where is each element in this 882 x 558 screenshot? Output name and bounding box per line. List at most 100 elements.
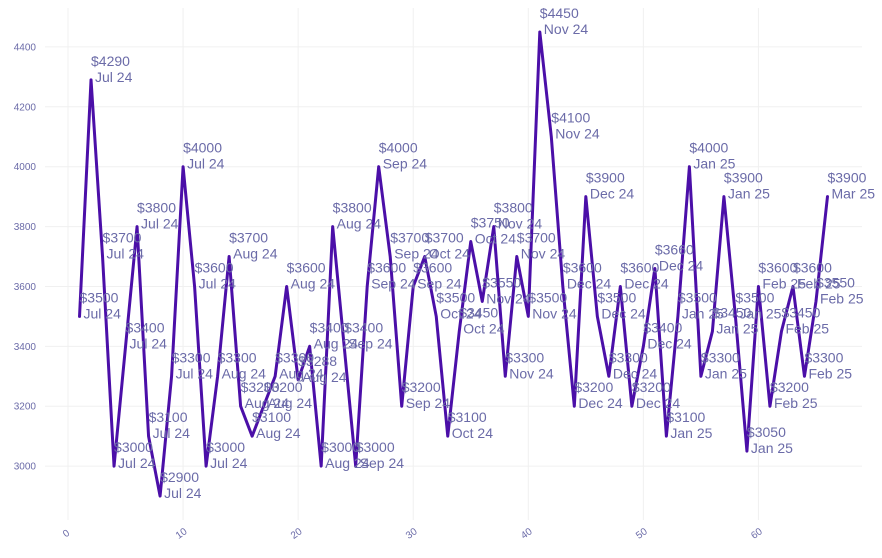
data-label-value: $3500 — [80, 289, 119, 305]
data-label-date: Nov 24 — [555, 126, 600, 142]
data-label-value: $3600 — [793, 259, 832, 275]
data-label: $3750 Oct 24 — [471, 215, 516, 247]
data-label-date: Dec 24 — [590, 186, 635, 202]
data-label: $3000 Aug 24 — [321, 439, 370, 471]
data-label: $4000 Sep 24 — [379, 140, 428, 172]
data-label-value: $4100 — [551, 110, 590, 126]
data-label-date: Feb 25 — [797, 275, 841, 291]
data-label-value: $3800 — [494, 200, 533, 216]
data-label-date: Nov 24 — [509, 365, 554, 381]
y-tick-label: 3000 — [14, 462, 37, 473]
data-label-value: $3700 — [425, 230, 464, 246]
data-label: $3400 Sep 24 — [344, 319, 393, 351]
data-label-date: Jan 25 — [670, 425, 712, 441]
data-label-date: Nov 24 — [498, 216, 543, 232]
data-label-value: $3100 — [666, 409, 705, 425]
data-label-value: $3300 — [275, 349, 314, 365]
data-label: $3300 Dec 24 — [609, 349, 658, 381]
data-label-date: Jul 24 — [118, 455, 156, 471]
data-label-value: $3400 — [126, 319, 165, 335]
x-tick-label: 0 — [61, 528, 72, 540]
data-label-value: $3700 — [517, 230, 556, 246]
data-label-date: Aug 24 — [314, 335, 359, 351]
data-label: $3300 Aug 24 — [218, 349, 267, 381]
data-label: $3300 Nov 24 — [505, 349, 554, 381]
data-label: $3800 Aug 24 — [333, 200, 382, 232]
data-label: $3200 Feb 25 — [770, 379, 818, 411]
data-label-date: Feb 25 — [774, 395, 818, 411]
data-labels: $3500 Jul 24$4290 Jul 24$3700 Jul 24$3000 Ju… — [80, 5, 876, 501]
data-label-value: $3000 — [321, 439, 360, 455]
data-label: $3500 Dec 24 — [597, 289, 646, 321]
data-label: $3000 Jul 24 — [114, 439, 156, 471]
data-label-date: Jul 24 — [95, 69, 133, 85]
data-label-date: Sep 24 — [417, 275, 462, 291]
data-label-value: $4290 — [91, 53, 130, 69]
data-label-date: Jul 24 — [164, 485, 202, 501]
data-label-value: $3600 — [758, 259, 797, 275]
data-label-date: Sep 24 — [360, 455, 405, 471]
data-label: $3600 Dec 24 — [563, 259, 612, 291]
data-label-date: Jul 24 — [199, 275, 237, 291]
data-label-value: $3800 — [333, 200, 372, 216]
data-label: $3300 Jan 25 — [701, 349, 747, 381]
data-label: $3400 Dec 24 — [643, 319, 692, 351]
data-label: $3200 Dec 24 — [574, 379, 623, 411]
data-label-date: Dec 24 — [578, 395, 623, 411]
data-label-value: $3100 — [448, 409, 487, 425]
data-label-value: $3400 — [643, 319, 682, 335]
x-tick-label: 50 — [634, 526, 650, 542]
data-label-date: Nov 24 — [532, 305, 577, 321]
data-label-value: $3000 — [356, 439, 395, 455]
data-label-date: Jan 25 — [728, 186, 770, 202]
data-label-value: $3050 — [747, 424, 786, 440]
data-label: $3500 Jul 24 — [80, 289, 122, 321]
data-label-value: $3450 — [459, 304, 498, 320]
data-label-date: Feb 25 — [785, 320, 829, 336]
data-label: $3050 Jan 25 — [747, 424, 793, 456]
data-label-date: Jul 24 — [153, 425, 191, 441]
data-label: $3500 Nov 24 — [528, 289, 577, 321]
data-label-value: $3600 — [367, 259, 406, 275]
data-label-date: Dec 24 — [647, 335, 692, 351]
data-label-value: $3288 — [298, 353, 337, 369]
data-label-date: Aug 24 — [291, 275, 336, 291]
data-label-date: Mar 25 — [831, 186, 875, 202]
x-tick-label: 40 — [519, 526, 535, 542]
data-label-value: $3100 — [149, 409, 188, 425]
series-line-price — [78, 30, 829, 498]
data-label-date: Oct 24 — [475, 231, 516, 247]
data-label-date: Feb 25 — [762, 275, 806, 291]
data-label-date: Oct 24 — [452, 425, 493, 441]
data-label-date: Dec 24 — [659, 257, 704, 273]
data-label-date: Dec 24 — [613, 365, 658, 381]
data-label-date: Oct 24 — [440, 305, 481, 321]
data-label: $3900 Dec 24 — [586, 170, 635, 202]
data-label: $3700 Oct 24 — [425, 230, 470, 262]
data-label: $3288 Aug 24 — [298, 353, 347, 385]
data-label-value: $3900 — [586, 170, 625, 186]
data-label: $3700 Sep 24 — [390, 230, 439, 262]
data-label-date: Jan 25 — [739, 305, 781, 321]
data-label-value: $3550 — [816, 274, 855, 290]
data-label: $3200 Dec 24 — [632, 379, 681, 411]
data-label-date: Jan 25 — [693, 156, 735, 172]
data-label: $3450 Oct 24 — [459, 304, 504, 336]
data-label-date: Sep 24 — [371, 275, 416, 291]
data-label: $3400 Aug 24 — [310, 319, 359, 351]
data-label: $3200 Sep 24 — [402, 379, 451, 411]
y-tick-label: 3600 — [14, 282, 37, 293]
data-label: $3500 Jan 25 — [678, 289, 724, 321]
data-label: $3660 Dec 24 — [655, 241, 704, 273]
y-tick-label: 4400 — [14, 42, 37, 53]
data-label-date: Aug 24 — [233, 246, 278, 262]
data-label-date: Jul 24 — [84, 305, 122, 321]
data-label: $3200 Aug 24 — [241, 379, 290, 411]
data-label-value: $3700 — [103, 230, 142, 246]
data-label: $3450 Jan 25 — [712, 304, 758, 336]
grid — [45, 8, 862, 520]
data-label-date: Jul 24 — [107, 246, 145, 262]
data-label-date: Sep 24 — [394, 246, 439, 262]
data-label-date: Jan 25 — [716, 320, 758, 336]
data-label-value: $3500 — [436, 289, 475, 305]
